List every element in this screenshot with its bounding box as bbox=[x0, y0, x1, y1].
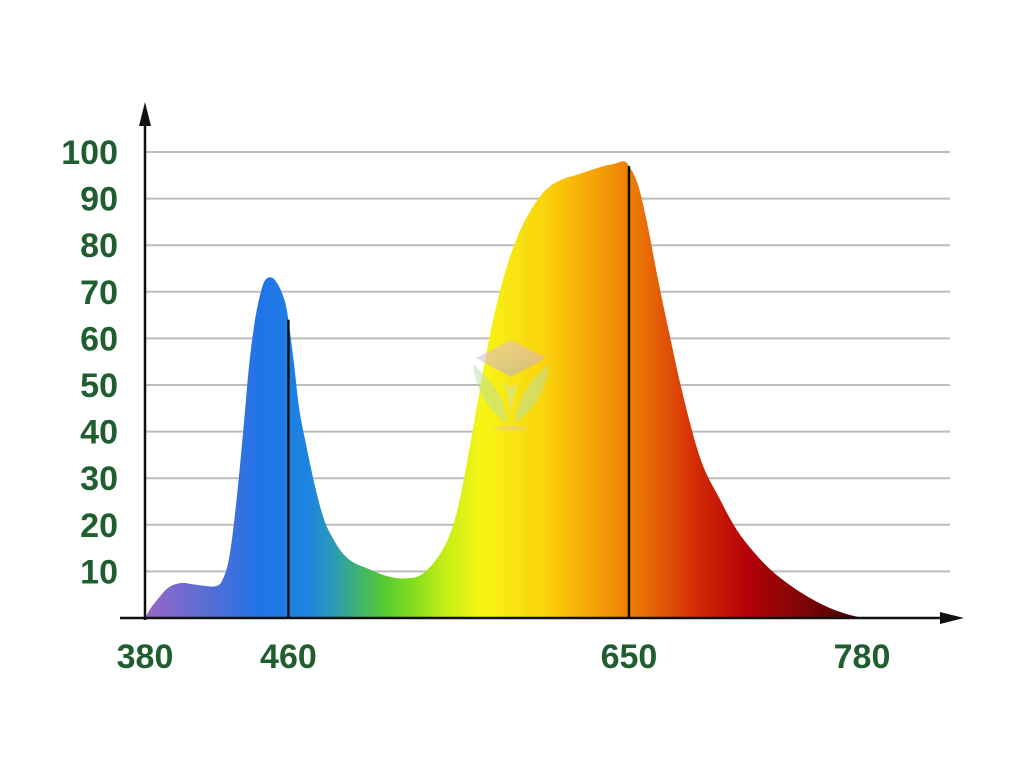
leaf-logo-icon bbox=[473, 340, 549, 431]
y-tick-label-50: 50 bbox=[80, 367, 118, 405]
x-tick-label-460: 460 bbox=[260, 638, 317, 676]
axes bbox=[120, 102, 964, 624]
y-tick-label-10: 10 bbox=[80, 553, 118, 591]
x-tick-label-650: 650 bbox=[601, 638, 658, 676]
spectrum-area bbox=[145, 161, 862, 619]
y-tick-label-80: 80 bbox=[80, 227, 118, 265]
peak-markers bbox=[287, 165, 631, 618]
y-tick-label-100: 100 bbox=[61, 134, 118, 172]
y-tick-label-90: 90 bbox=[80, 181, 118, 219]
y-tick-labels: 10 20 30 40 50 60 70 80 90 100 bbox=[61, 134, 118, 591]
y-tick-label-30: 30 bbox=[80, 460, 118, 498]
y-tick-label-70: 70 bbox=[80, 274, 118, 312]
x-tick-label-380: 380 bbox=[117, 638, 174, 676]
y-tick-label-60: 60 bbox=[80, 320, 118, 358]
y-axis-arrow bbox=[139, 102, 151, 126]
spectrum-series-area bbox=[145, 161, 862, 619]
x-tick-labels: 380 460 650 780 bbox=[117, 638, 891, 676]
y-tick-label-20: 20 bbox=[80, 507, 118, 545]
x-tick-label-780: 780 bbox=[834, 638, 891, 676]
x-axis-arrow bbox=[940, 612, 964, 624]
y-tick-label-40: 40 bbox=[80, 414, 118, 452]
